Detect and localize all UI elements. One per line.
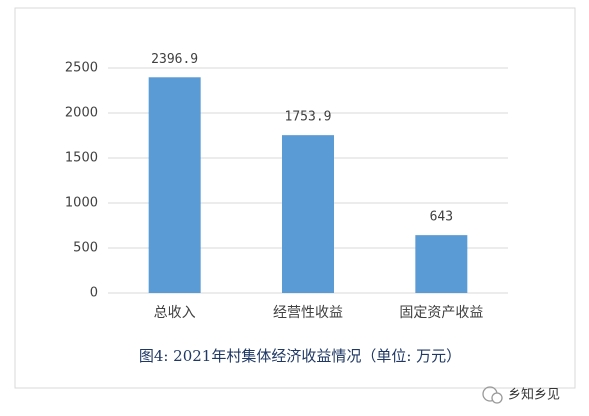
value-label: 1753.9 xyxy=(285,110,332,125)
y-tick-label: 0 xyxy=(90,286,98,301)
value-label: 643 xyxy=(430,210,453,225)
y-tick-label: 2000 xyxy=(65,106,98,121)
y-tick-label: 500 xyxy=(73,241,98,256)
y-tick-label: 2500 xyxy=(65,61,98,76)
x-tick-label: 总收入 xyxy=(154,305,196,321)
bar xyxy=(148,77,201,294)
bar xyxy=(282,135,334,293)
x-tick-label: 经营性收益 xyxy=(273,305,343,321)
x-tick-label: 固定资产收益 xyxy=(399,305,483,321)
bar xyxy=(415,235,468,293)
watermark: 乡知乡见 xyxy=(508,387,560,403)
chart-frame xyxy=(14,7,576,389)
watermark-icon xyxy=(482,386,503,404)
caption: 图4: 2021年村集体经济收益情况（单位: 万元） xyxy=(139,347,461,365)
value-label: 2396.9 xyxy=(151,52,198,67)
y-tick-label: 1500 xyxy=(65,151,98,166)
y-tick-label: 1000 xyxy=(65,196,98,211)
